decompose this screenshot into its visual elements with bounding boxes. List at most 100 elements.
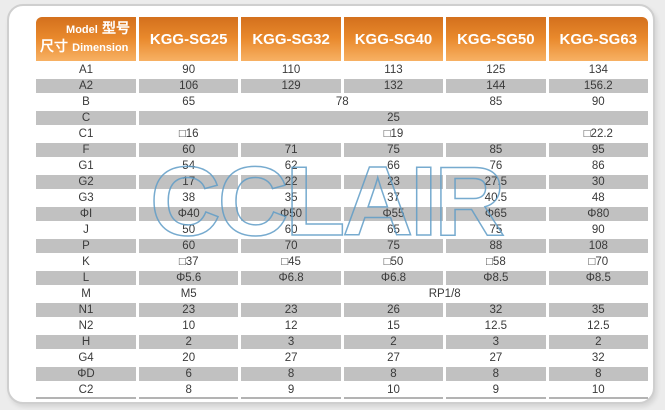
- cell-J-2: 65: [343, 223, 444, 237]
- header-row: Model 型号 尺寸 Dimension KGG-SG25 KGG-SG32 KG…: [36, 17, 648, 61]
- cell-B-1: 78: [241, 95, 444, 109]
- table-row-K: K □37 □45 □50 □58 □70: [36, 255, 648, 269]
- cell-C-0: 25: [139, 111, 648, 125]
- row-label-A2: A2: [36, 79, 136, 93]
- cell-N2-1: 12: [241, 319, 341, 333]
- cell-A1-2: 113: [343, 63, 444, 77]
- cell-F-0: 60: [139, 143, 239, 157]
- cell-C1-3: [446, 127, 546, 141]
- cell-N2-2: 15: [343, 319, 444, 333]
- cell-K-2: □50: [343, 255, 444, 269]
- cell-K-0: □37: [139, 255, 239, 269]
- column-header-KGG-SG25: KGG-SG25: [139, 17, 239, 61]
- cell-ΦI-4: Φ80: [548, 207, 648, 221]
- column-header-KGG-SG63: KGG-SG63: [548, 17, 648, 61]
- cell-P-2: 75: [343, 239, 444, 253]
- cell-C2-2: 10: [343, 383, 444, 399]
- cell-F-1: 71: [241, 143, 341, 157]
- cell-A2-0: 106: [139, 79, 239, 93]
- cell-N1-3: 32: [446, 303, 546, 317]
- cell-ΦI-0: Φ40: [139, 207, 239, 221]
- cell-N2-3: 12.5: [446, 319, 546, 333]
- row-label-P: P: [36, 239, 136, 253]
- row-label-G4: G4: [36, 351, 136, 365]
- row-label-G1: G1: [36, 159, 136, 173]
- column-header-KGG-SG40: KGG-SG40: [343, 17, 444, 61]
- table-row-C: C 25: [36, 111, 648, 125]
- cell-N2-4: 12.5: [548, 319, 648, 333]
- cell-C2-0: 8: [139, 383, 239, 399]
- table-row-ΦD: ΦD 6 8 8 8 8: [36, 367, 648, 381]
- cell-G4-2: 27: [343, 351, 444, 365]
- row-label-N2: N2: [36, 319, 136, 333]
- cell-G1-1: 62: [241, 159, 341, 173]
- row-label-J: J: [36, 223, 136, 237]
- cell-C2-3: 9: [446, 383, 546, 399]
- cell-G2-0: 17: [139, 175, 239, 189]
- cell-A1-1: 110: [241, 63, 341, 77]
- model-label-en: Model: [66, 24, 98, 36]
- table-row-G2: G2 17 22 23 27.5 30: [36, 175, 648, 189]
- cell-J-1: 60: [241, 223, 341, 237]
- cell-ΦI-2: Φ55: [343, 207, 444, 221]
- table-row-B: B 65 78 85 90: [36, 95, 648, 109]
- corner-header-cell: Model 型号 尺寸 Dimension: [36, 17, 136, 61]
- cell-ΦD-4: 8: [548, 367, 648, 381]
- table-row-C1: C1 □16 □19 □22.2: [36, 127, 648, 141]
- row-label-H: H: [36, 335, 136, 349]
- cell-G4-4: 32: [548, 351, 648, 365]
- cell-P-3: 88: [446, 239, 546, 253]
- cell-G2-2: 23: [343, 175, 444, 189]
- table-row-A1: A1 90 110 113 125 134: [36, 63, 648, 77]
- cell-G1-0: 54: [139, 159, 239, 173]
- cell-C1-0: □16: [139, 127, 239, 141]
- cell-ΦD-2: 8: [343, 367, 444, 381]
- table-row-G3: G3 38 35 37 40.5 48: [36, 191, 648, 205]
- table-body: A1 90 110 113 125 134 A2 106 129 132 144 156.2 B 65 78…: [36, 63, 648, 399]
- cell-A2-3: 144: [446, 79, 546, 93]
- spec-card: Model 型号 尺寸 Dimension KGG-SG25 KGG-SG32 KG…: [7, 4, 655, 404]
- table-row-J: J 50 60 65 75 90: [36, 223, 648, 237]
- cell-ΦD-3: 8: [446, 367, 546, 381]
- cell-H-2: 2: [343, 335, 444, 349]
- cell-F-4: 95: [548, 143, 648, 157]
- cell-K-3: □58: [446, 255, 546, 269]
- cell-N1-1: 23: [241, 303, 341, 317]
- row-label-C2: C2: [36, 383, 136, 399]
- row-label-G3: G3: [36, 191, 136, 205]
- row-label-F: F: [36, 143, 136, 157]
- cell-J-3: 75: [446, 223, 546, 237]
- cell-C1-4: □22.2: [548, 127, 648, 141]
- corner-dimension-label: 尺寸 Dimension: [40, 39, 130, 56]
- cell-F-2: 75: [343, 143, 444, 157]
- cell-G3-3: 40.5: [446, 191, 546, 205]
- cell-A2-4: 156.2: [548, 79, 648, 93]
- cell-G2-3: 27.5: [446, 175, 546, 189]
- cell-ΦI-1: Φ50: [241, 207, 341, 221]
- cell-ΦD-1: 8: [241, 367, 341, 381]
- cell-N1-0: 23: [139, 303, 239, 317]
- row-label-B: B: [36, 95, 136, 109]
- row-label-L: L: [36, 271, 136, 285]
- cell-H-0: 2: [139, 335, 239, 349]
- cell-J-0: 50: [139, 223, 239, 237]
- table-row-F: F 60 71 75 85 95: [36, 143, 648, 157]
- table-row-L: L Φ5.6 Φ6.8 Φ6.8 Φ8.5 Φ8.5: [36, 271, 648, 285]
- column-header-KGG-SG32: KGG-SG32: [241, 17, 341, 61]
- cell-C1-2: □19: [343, 127, 444, 141]
- cell-B-0: 65: [139, 95, 239, 109]
- table-row-A2: A2 106 129 132 144 156.2: [36, 79, 648, 93]
- table-row-G4: G4 20 27 27 27 32: [36, 351, 648, 365]
- table-row-P: P 60 70 75 88 108: [36, 239, 648, 253]
- row-label-C1: C1: [36, 127, 136, 141]
- cell-A2-1: 129: [241, 79, 341, 93]
- cell-A1-4: 134: [548, 63, 648, 77]
- row-label-M: M: [36, 287, 136, 301]
- table-row-C2: C2 8 9 10 9 10: [36, 383, 648, 399]
- cell-G4-3: 27: [446, 351, 546, 365]
- row-label-ΦI: ΦI: [36, 207, 136, 221]
- row-label-K: K: [36, 255, 136, 269]
- cell-G4-0: 20: [139, 351, 239, 365]
- cell-B-3: 90: [548, 95, 648, 109]
- cell-P-0: 60: [139, 239, 239, 253]
